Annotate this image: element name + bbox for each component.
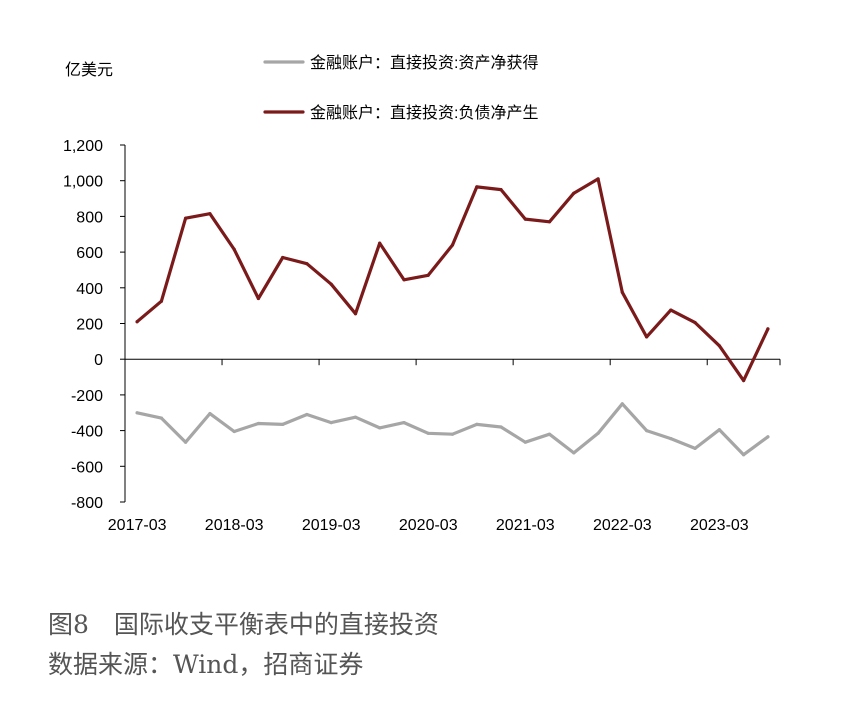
data-point [305,412,309,417]
data-point [281,422,285,426]
data-point [450,243,455,247]
x-tick-label: 2019-03 [302,517,361,534]
y-tick-label: -600 [71,459,103,476]
data-point [232,247,236,251]
y-tick-label: 0 [94,352,103,369]
data-point [329,282,333,286]
x-tick-label: 2023-03 [690,517,749,534]
data-point [766,327,770,331]
data-point [475,422,479,426]
data-point [353,312,358,316]
data-point [402,278,406,282]
data-point [645,335,649,339]
data-point [547,432,552,436]
data-point [184,440,188,444]
y-tick-label: -800 [71,495,103,512]
data-point [766,435,770,439]
figure-caption: 图8 国际收支平衡表中的直接投资 [48,610,439,639]
y-tick-label: 800 [76,209,103,226]
y-tick-label: 1,200 [63,138,103,155]
series-line-2 [135,177,770,383]
data-point [475,185,479,189]
data-point [523,217,527,221]
data-point [256,421,260,426]
data-point [426,273,430,277]
legend-label-1: 金融账户：直接投资:资产净获得 [310,54,538,72]
data-point [378,426,382,430]
x-tick-label: 2017-03 [108,517,167,534]
y-tick-label: 400 [76,281,103,298]
data-point [620,290,624,294]
data-point [378,241,382,245]
y-tick-label: -400 [71,424,103,441]
data-point [596,431,600,435]
data-point [547,220,552,224]
data-point [426,431,430,435]
data-point [572,451,576,455]
data-point [717,344,722,348]
data-point [135,320,139,324]
y-tick-label: 200 [76,317,103,334]
data-point [572,191,576,195]
data-point [450,432,455,436]
x-tick-label: 2021-03 [496,517,555,534]
data-point [620,402,624,406]
data-point [742,453,746,457]
y-tick-label: -200 [71,388,103,405]
data-point [523,440,527,444]
data-point [669,437,673,441]
data-point [717,428,722,432]
data-point [159,299,163,303]
y-unit-label: 亿美元 [65,61,113,79]
chart-container: 亿美元 金融账户：直接投资:资产净获得 金融账户：直接投资:负债净产生 -800-… [63,54,781,534]
data-point [353,415,358,419]
legend-label-2: 金融账户：直接投资:负债净产生 [310,104,538,122]
data-point [135,411,139,415]
x-tick-label: 2022-03 [593,517,652,534]
data-point [499,188,503,192]
data-point [305,262,309,266]
data-point [184,216,188,220]
data-point [208,412,212,416]
data-point [208,212,212,216]
x-tick-label: 2018-03 [205,517,264,534]
data-point [402,421,406,425]
data-point [329,421,333,425]
data-point [596,177,600,181]
data-point [669,308,673,312]
data-point [693,321,697,325]
series-layer [135,177,770,457]
figure-source: 数据来源：Wind，招商证券 [48,650,364,679]
y-tick-label: 1,000 [63,174,103,191]
series-line-1 [135,402,770,457]
data-point [645,429,649,433]
data-point [281,255,285,260]
data-point [232,429,236,434]
data-point [742,379,746,383]
axes: -800 -600 -400 -200 0 200 400 600 800 1,000 1,200 2… [63,138,781,534]
y-tick-label: 600 [76,245,103,262]
x-tick-label: 2020-03 [399,517,458,534]
data-point [159,416,163,420]
data-point [693,446,697,450]
data-point [256,296,260,301]
data-point [499,425,503,429]
